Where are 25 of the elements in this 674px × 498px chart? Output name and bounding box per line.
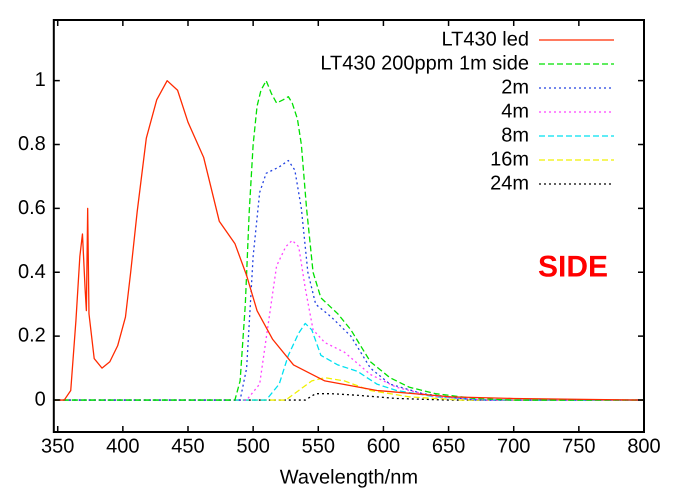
legend-label: 4m: [501, 100, 529, 123]
y-tick-label: 0: [34, 388, 46, 411]
x-tick-label: 500: [236, 436, 270, 458]
x-tick-label: 400: [106, 436, 140, 458]
legend-label: 2m: [501, 76, 529, 99]
legend-label: LT430 200ppm 1m side: [320, 52, 529, 75]
legend-label: 24m: [490, 172, 529, 195]
x-tick-label: 800: [627, 436, 661, 458]
legend-label: LT430 led: [442, 28, 529, 51]
y-tick-label: 0.6: [18, 196, 46, 219]
y-tick-label: 0.8: [18, 133, 46, 156]
y-tick-label: 0.4: [18, 260, 46, 283]
x-tick-label: 550: [302, 436, 335, 458]
x-tick-label: 450: [171, 436, 205, 458]
annotation: SIDE: [538, 250, 608, 284]
legend-label: 8m: [501, 124, 529, 147]
x-tick-label: 700: [497, 436, 530, 458]
y-tick-label: 0.2: [18, 324, 46, 347]
x-tick-label: 600: [366, 436, 400, 458]
legend-label: 16m: [490, 148, 529, 171]
x-tick-label: 350: [41, 436, 74, 458]
x-tick-label: 750: [562, 436, 596, 458]
x-axis-title: Wavelength/nm: [280, 466, 418, 489]
y-tick-label: 1: [34, 69, 46, 92]
x-tick-label: 650: [432, 436, 466, 458]
